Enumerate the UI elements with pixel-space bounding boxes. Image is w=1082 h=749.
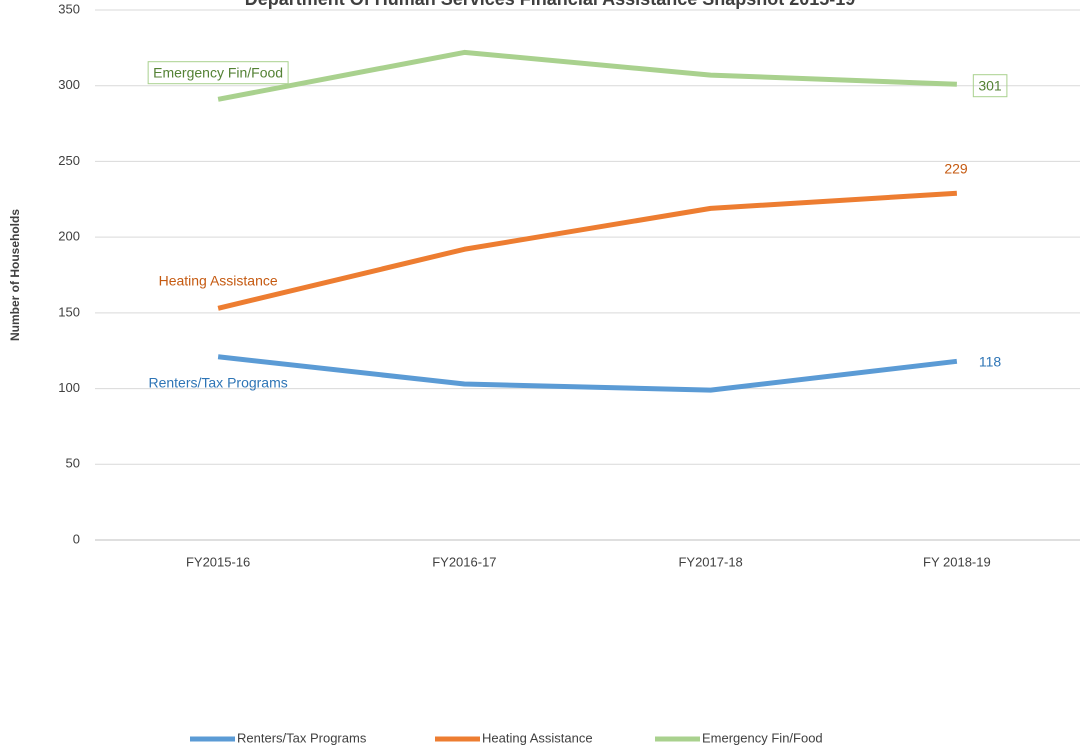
- x-tick-label: FY2017-18: [678, 554, 742, 569]
- label-box: [972, 74, 1008, 98]
- line: [217, 49, 957, 102]
- x-tick-label: FY 2018-19: [923, 554, 991, 569]
- line: [217, 190, 958, 311]
- y-tick-label: 300: [58, 77, 80, 92]
- x-tick-label: FY2015-16: [186, 554, 250, 569]
- chart-title: Department Of Human Services Financial A…: [245, 0, 856, 9]
- y-axis-label: Number of Households: [8, 209, 22, 341]
- y-tick-label: 50: [66, 456, 80, 471]
- line: [217, 354, 958, 393]
- y-tick-label: 350: [58, 1, 80, 16]
- y-tick-label: 100: [58, 380, 80, 395]
- legend-label: Emergency Fin/Food: [702, 730, 823, 745]
- legend-label: Renters/Tax Programs: [237, 730, 367, 745]
- label-box: [147, 61, 289, 85]
- y-tick-label: 250: [58, 153, 80, 168]
- series-label: Emergency Fin/Food: [153, 65, 283, 81]
- data-label: 301: [978, 78, 1002, 94]
- series-label: Heating Assistance: [159, 273, 278, 289]
- y-tick-label: 0: [73, 531, 80, 546]
- data-label: 229: [944, 161, 968, 177]
- series-label: Renters/Tax Programs: [148, 375, 287, 391]
- y-tick-label: 150: [58, 304, 80, 319]
- y-tick-label: 200: [58, 229, 80, 244]
- data-label: 118: [979, 354, 1002, 370]
- legend-label: Heating Assistance: [482, 730, 593, 745]
- x-tick-label: FY2016-17: [432, 554, 496, 569]
